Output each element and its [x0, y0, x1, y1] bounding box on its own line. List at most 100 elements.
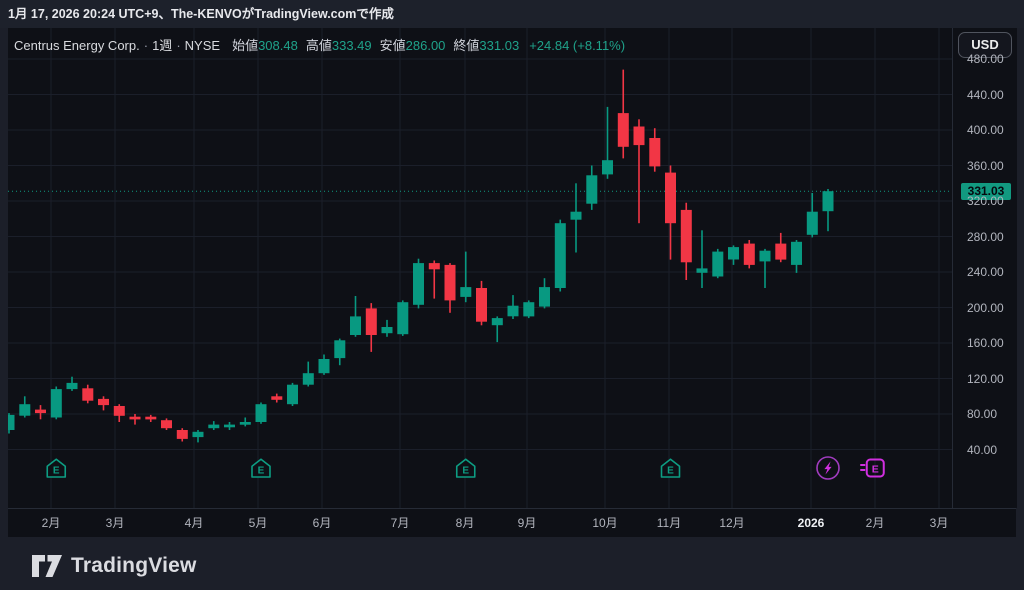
price-tick-label: 80.00 [967, 407, 998, 421]
candle [665, 172, 676, 224]
low-label: 安値 [379, 38, 406, 53]
candle [507, 305, 519, 317]
price-tick-label: 200.00 [967, 300, 1004, 315]
candle [271, 396, 283, 400]
candle [397, 302, 409, 335]
high-label: 高値 [305, 38, 332, 53]
candle [365, 308, 377, 335]
earnings-marker-icon[interactable]: E [251, 458, 271, 478]
lightning-event-icon[interactable] [816, 456, 840, 480]
time-axis[interactable]: 2月 3月 4月 5月 6月 7月 8月 9月 10月 11月 12月 2026 2月 3月 [8, 508, 1016, 537]
snapshot-caption: 1月 17, 2026 20:24 UTC+9、The-KENVOがTradin… [8, 7, 394, 21]
earnings-marker-icon[interactable]: E [46, 458, 67, 478]
symbol-name[interactable]: Centrus Energy Corp. [14, 38, 140, 53]
candle [287, 384, 298, 405]
candle [460, 287, 472, 297]
time-tick-label: 5月 [248, 516, 268, 530]
low-value: 286.00 [405, 38, 446, 53]
candle [176, 430, 188, 439]
time-tick-label: 10月 [592, 516, 618, 530]
candle [82, 388, 94, 401]
candle [428, 263, 440, 270]
time-tick-label: 12月 [719, 516, 745, 530]
time-tick-label: 7月 [390, 516, 410, 530]
candle [586, 175, 598, 204]
price-tick-label: 120.00 [967, 371, 1004, 386]
time-tick-label: 3月 [929, 516, 949, 530]
time-tick-label: 2月 [865, 516, 885, 530]
candle [129, 416, 141, 420]
svg-text:E: E [667, 466, 674, 477]
open-value: 308.48 [258, 38, 298, 53]
candle [255, 404, 267, 422]
earnings-marker-icon[interactable]: E [660, 458, 681, 478]
chart-pane[interactable]: E E E E E Centrus Energy Corp. · 1週 · NYSE 始値… [8, 28, 952, 508]
candle [539, 287, 550, 307]
candle [318, 359, 330, 374]
price-axis[interactable]: USD 331.03 40.00 80.00 120.00 160.00 200.00 2… [952, 28, 1017, 508]
candle [822, 191, 834, 212]
svg-text:E: E [258, 466, 265, 477]
price-tick-label: 240.00 [967, 265, 1004, 279]
price-tick-label: 360.00 [967, 158, 1004, 173]
candle [50, 389, 62, 418]
price-tick-label: 480.00 [967, 52, 1004, 66]
candle [224, 424, 235, 428]
chart-legend: Centrus Energy Corp. · 1週 · NYSE 始値308.48 高値33… [14, 38, 626, 53]
candle [680, 209, 692, 263]
time-tick-label: 9月 [517, 516, 537, 530]
candle [192, 431, 204, 438]
svg-text:E: E [53, 466, 60, 477]
candle [712, 251, 724, 277]
tradingview-logo-icon [32, 555, 62, 577]
candle [743, 243, 755, 265]
exchange-label: NYSE [184, 38, 221, 53]
candle [617, 113, 629, 147]
candle [602, 160, 613, 175]
candle [35, 409, 46, 414]
candle [759, 250, 771, 262]
svg-text:E: E [462, 466, 469, 477]
candle [554, 223, 566, 288]
candle [302, 373, 314, 385]
price-tick-label: 320.00 [967, 194, 1004, 208]
earnings-marker-icon[interactable]: E [455, 458, 476, 478]
candle [633, 126, 645, 146]
candle [145, 416, 157, 420]
candle [806, 211, 818, 235]
candle [239, 422, 251, 425]
candle [350, 316, 361, 335]
candle [491, 318, 503, 326]
interval-label[interactable]: 1週 [152, 38, 173, 53]
candle [8, 414, 15, 430]
candle [208, 424, 220, 429]
last-price-badge: 331.03 [961, 182, 1011, 200]
time-tick-label: 2月 [41, 516, 61, 530]
candle [696, 268, 708, 273]
candle [161, 420, 172, 429]
candle [413, 263, 424, 305]
time-tick-label: 8月 [455, 516, 475, 530]
change-value: +24.84 (+8.11%) [529, 38, 626, 53]
candle [444, 264, 456, 301]
time-tick-label: 6月 [312, 516, 332, 530]
snapshot-caption-bar: 1月 17, 2026 20:24 UTC+9、The-KENVOがTradin… [0, 0, 1024, 28]
time-tick-label: 11月 [656, 516, 682, 530]
time-tick-label: 3月 [105, 516, 125, 530]
candle [476, 288, 487, 322]
candle [775, 243, 787, 260]
candle [523, 302, 535, 317]
tradingview-logo-text: TradingView [71, 554, 197, 577]
price-tick-label: 400.00 [967, 123, 1004, 137]
close-label: 終値 [453, 38, 480, 53]
currency-button[interactable]: USD [958, 32, 1012, 58]
svg-text:E: E [872, 464, 879, 476]
time-tick-label: 2026 [797, 516, 825, 530]
close-value: 331.03 [479, 38, 520, 53]
upcoming-earnings-icon[interactable]: E [860, 458, 885, 478]
price-tick-label: 160.00 [967, 336, 1004, 350]
candle [334, 340, 346, 359]
candlestick-chart[interactable]: E E E E E [8, 28, 952, 508]
tradingview-logo[interactable]: TradingView [32, 548, 197, 584]
